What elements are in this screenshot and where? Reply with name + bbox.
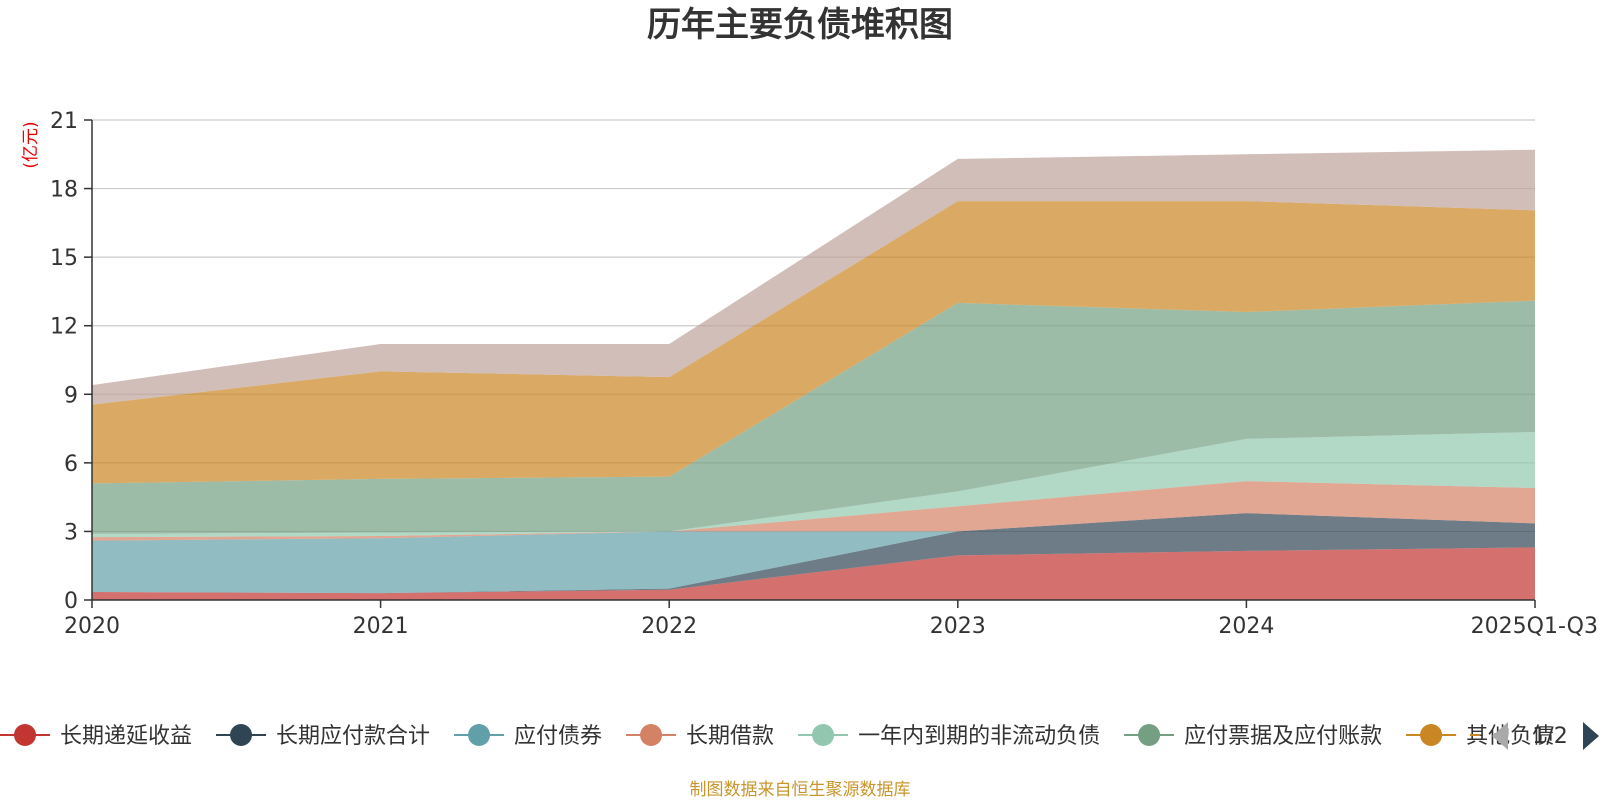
legend-page-indicator: 1/2 (1532, 724, 1567, 749)
x-tick-label: 2025Q1-Q3 (1471, 614, 1598, 639)
legend: 长期递延收益 长期应付款合计 应付债券 长期借款 一年内到期的非流动负债 应付票据及应付账… (0, 722, 1599, 750)
y-tick-label: 21 (50, 109, 78, 134)
y-tick-label: 3 (64, 520, 78, 545)
area-7 (92, 149, 1535, 405)
legend-marker (812, 724, 835, 746)
legend-item[interactable]: 长期借款 (626, 724, 774, 749)
y-tick-label: 18 (50, 178, 78, 203)
x-tick-label: 2024 (1218, 614, 1274, 639)
legend-item[interactable]: 长期递延收益 (0, 724, 192, 749)
legend-label: 长期借款 (686, 724, 774, 749)
area-6 (92, 201, 1535, 484)
y-tick-label: 12 (50, 315, 78, 340)
legend-label: 应付债券 (514, 724, 602, 749)
y-tick-label: 6 (64, 452, 78, 477)
area-2 (92, 513, 1535, 594)
legend-label: 其他负债 (1466, 724, 1554, 749)
legend-marker (230, 724, 253, 746)
legend-marker (14, 724, 36, 746)
legend-marker (468, 724, 491, 746)
y-tick-label: 15 (50, 246, 78, 271)
area-5 (92, 300, 1535, 534)
area-0 (92, 547, 1535, 600)
area-4 (92, 432, 1535, 538)
x-tick-label: 2023 (930, 614, 986, 639)
legend-item[interactable]: 其他负债 (1406, 724, 1554, 749)
legend-item[interactable]: 应付票据及应付账款 (1124, 724, 1382, 749)
legend-label: 应付票据及应付账款 (1184, 724, 1382, 749)
area-series (92, 149, 1535, 600)
legend-prev-icon[interactable] (1492, 722, 1508, 750)
axes: 0 3 6 9 12 15 18 21 2020 2021 2022 2023 2024 2025Q1-Q… (50, 109, 1598, 639)
y-tick-label: 0 (64, 589, 78, 614)
legend-item[interactable]: 长期应付款合计 (216, 724, 430, 749)
y-tick-label: 9 (64, 383, 78, 408)
legend-marker (640, 724, 663, 746)
area-3 (92, 481, 1535, 541)
area-1 (92, 513, 1535, 594)
x-tick-label: 2021 (353, 614, 409, 639)
legend-label: 一年内到期的非流动负债 (858, 724, 1100, 749)
legend-item[interactable]: 一年内到期的非流动负债 (798, 724, 1100, 749)
legend-next-icon[interactable] (1583, 722, 1599, 750)
legend-item[interactable]: 应付债券 (454, 724, 602, 749)
y-axis-unit: (亿元) (21, 121, 41, 168)
legend-marker (1420, 724, 1443, 746)
legend-label: 长期递延收益 (60, 724, 192, 749)
source-note: 制图数据来自恒生聚源数据库 (690, 780, 911, 800)
legend-label: 长期应付款合计 (276, 724, 430, 749)
legend-marker (1138, 724, 1161, 746)
x-tick-label: 2022 (641, 614, 697, 639)
chart-title: 历年主要负债堆积图 (647, 5, 953, 45)
x-tick-label: 2020 (64, 614, 120, 639)
